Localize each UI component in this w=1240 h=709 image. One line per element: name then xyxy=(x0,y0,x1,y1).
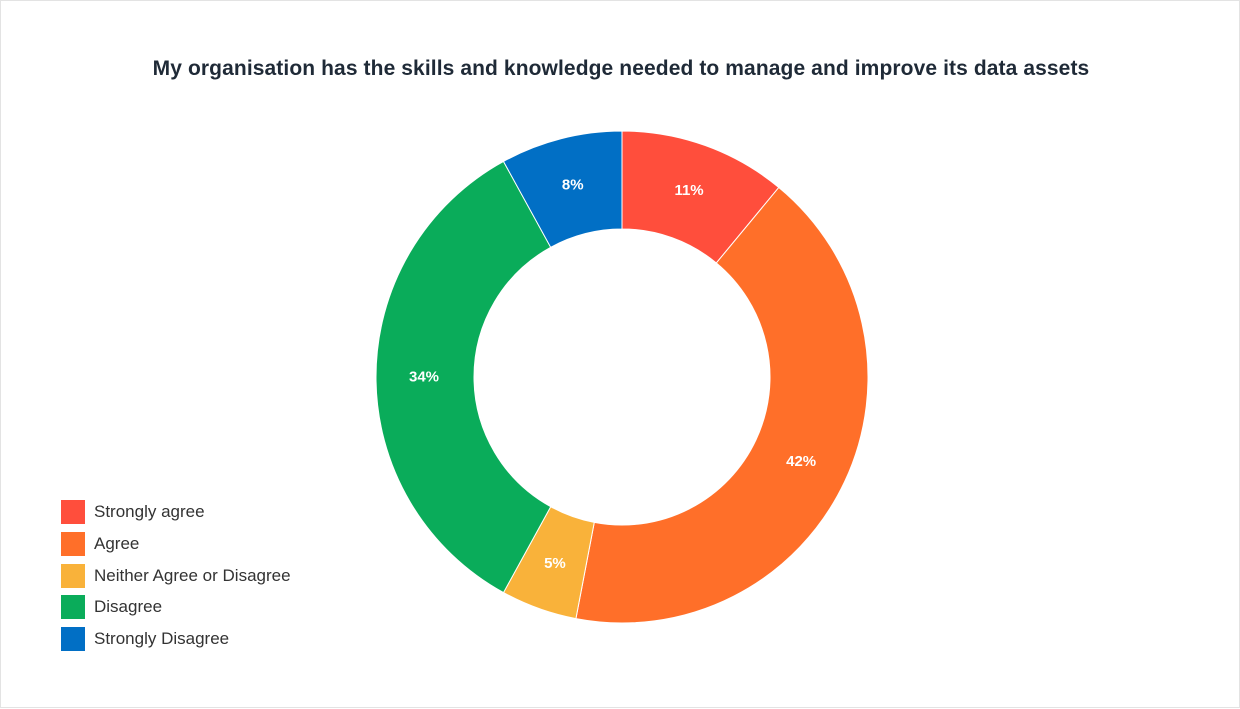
legend-item-agree[interactable]: Agree xyxy=(61,531,291,556)
legend-label-strongly-agree: Strongly agree xyxy=(94,502,205,521)
legend-item-strongly-agree[interactable]: Strongly agree xyxy=(61,500,291,524)
slice-label-neither-agree-or-disagree: 5% xyxy=(544,555,566,572)
legend-item-neither-agree-or-disagree[interactable]: Neither Agree or Disagree xyxy=(61,563,291,588)
legend-swatch-strongly-agree xyxy=(61,500,85,524)
legend-swatch-neither-agree-or-disagree xyxy=(61,563,85,588)
legend-swatch-disagree xyxy=(61,595,85,620)
legend: Strongly agree Agree Neither Agree or Disa… xyxy=(61,500,291,659)
chart-title: My organisation has the skills and knowl… xyxy=(152,57,1090,80)
legend-swatch-strongly-disagree xyxy=(61,627,85,652)
legend-swatch-agree xyxy=(61,531,85,556)
legend-label-disagree: Disagree xyxy=(94,597,163,617)
legend-label-neither-agree-or-disagree: Neither Agree or Disagree xyxy=(94,565,291,585)
legend-label-agree: Agree xyxy=(94,533,140,553)
legend-item-disagree[interactable]: Disagree xyxy=(61,595,291,620)
slice-label-disagree: 34% xyxy=(409,369,439,386)
legend-item-strongly-disagree[interactable]: Strongly Disagree xyxy=(61,627,291,652)
slice-label-strongly-disagree: 8% xyxy=(562,177,584,194)
slice-label-agree: 42% xyxy=(786,453,816,470)
slice-strongly-disagree[interactable] xyxy=(502,130,623,248)
legend-label-strongly-disagree: Strongly Disagree xyxy=(94,629,230,649)
slice-agree[interactable] xyxy=(575,186,869,624)
slice-disagree[interactable] xyxy=(375,160,552,594)
slice-label-strongly-agree: 11% xyxy=(674,182,703,199)
